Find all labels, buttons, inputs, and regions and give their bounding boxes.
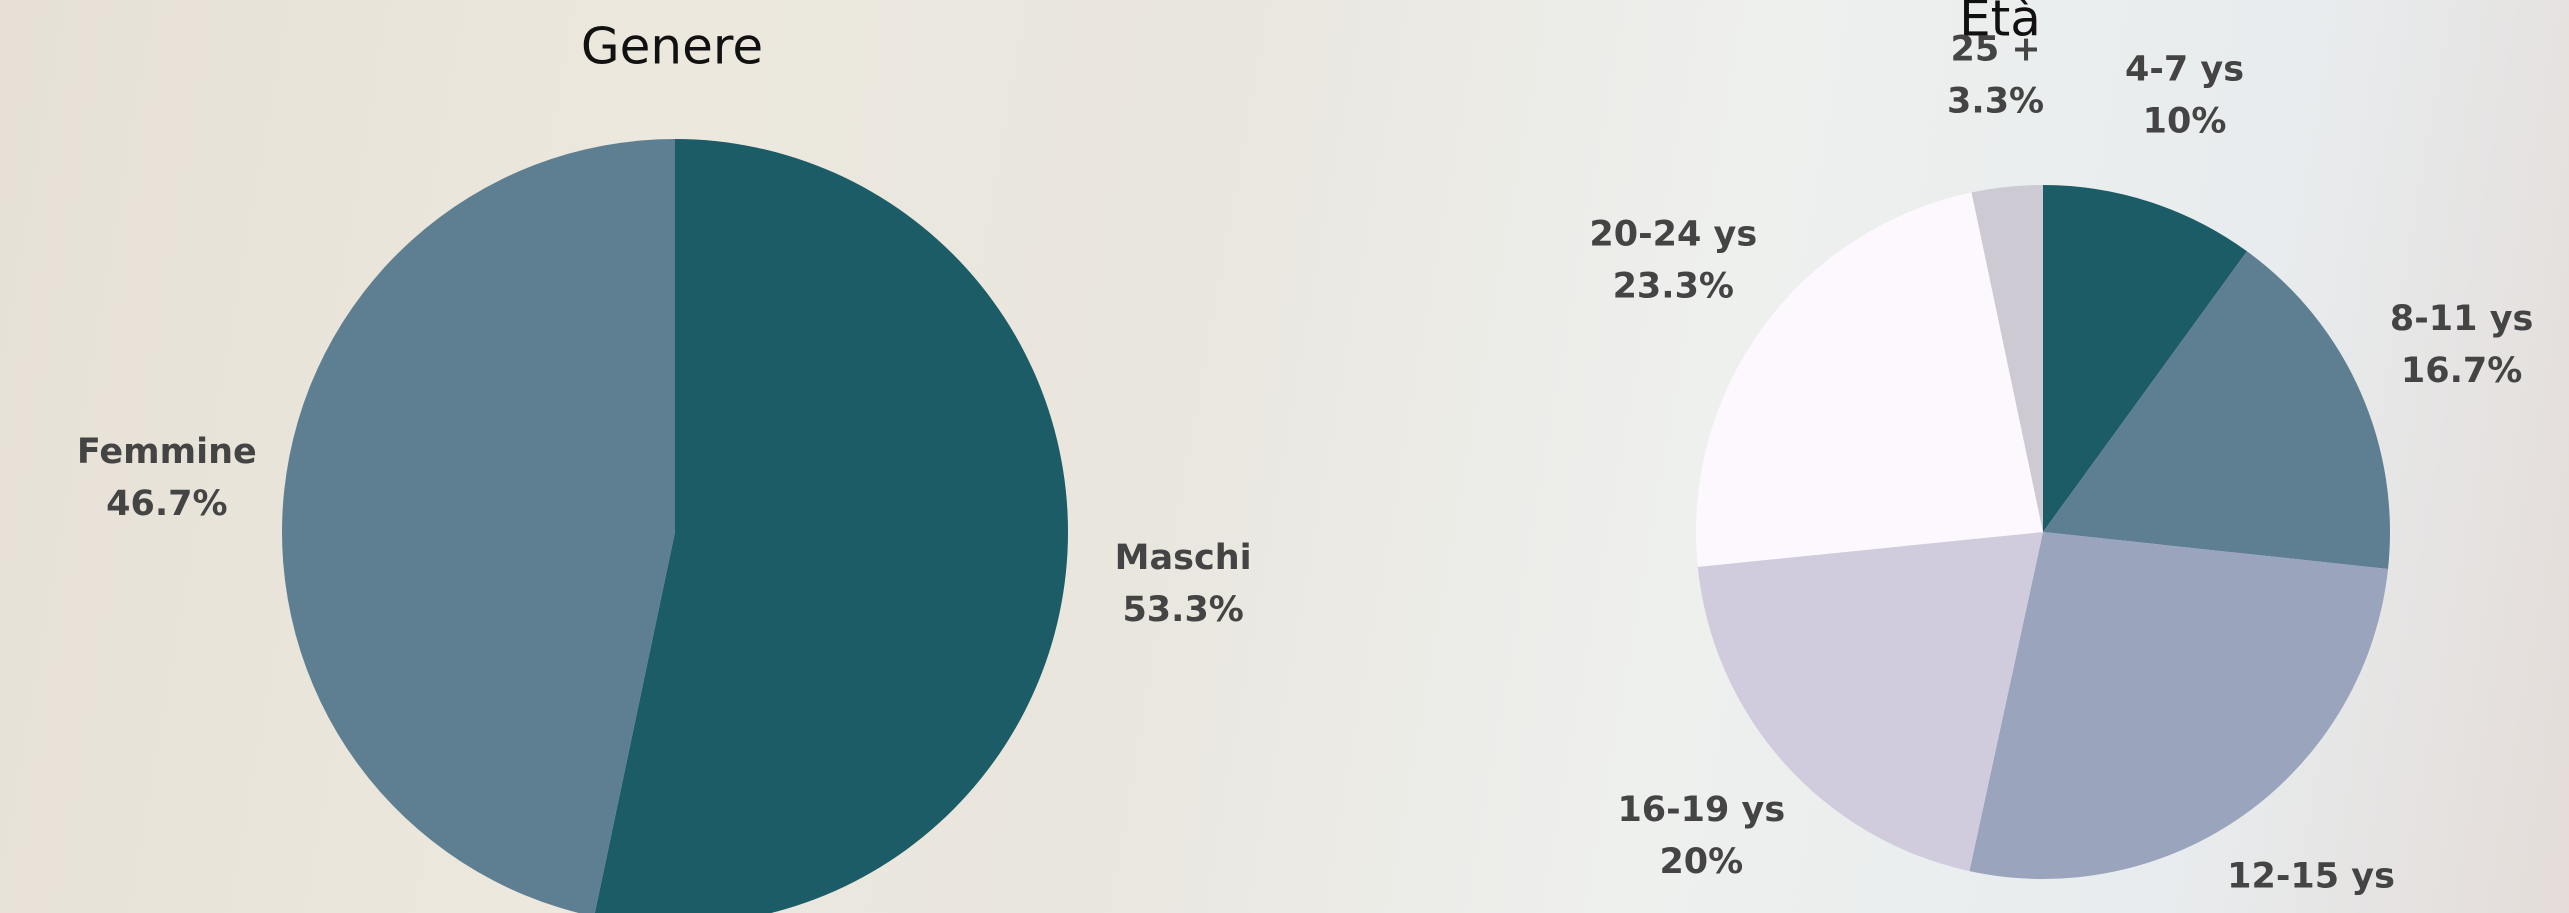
- slice-label: 8-11 ys: [2390, 299, 2533, 339]
- slice-value-label: 20%: [1659, 842, 1743, 882]
- slice-label: 12-15 ys: [2227, 856, 2395, 896]
- pie-slice: [2043, 251, 2390, 569]
- slice-label: 16-19 ys: [1617, 790, 1785, 830]
- slice-value-label: 53.3%: [1122, 590, 1243, 630]
- slice-label: 20-24 ys: [1589, 215, 1757, 255]
- pie-slice: [1697, 532, 2043, 872]
- slice-label: 25 +: [1950, 29, 2040, 69]
- pie-slice: [282, 139, 675, 913]
- pie-slice: [594, 139, 1068, 913]
- pie-slice: [1696, 192, 2043, 567]
- slice-label: Femmine: [77, 432, 257, 472]
- pie-slice: [1971, 185, 2043, 532]
- slice-value-label: 3.3%: [1947, 81, 2044, 121]
- chart-title: Genere: [581, 18, 763, 76]
- slice-value-label: 23.3%: [1613, 267, 1734, 307]
- slice-value-label: 26.7%: [2250, 908, 2371, 913]
- slice-value-label: 16.7%: [2401, 351, 2522, 391]
- slice-label: 4-7 ys: [2125, 49, 2244, 89]
- slice-value-label: 46.7%: [106, 484, 227, 524]
- slice-label: Maschi: [1115, 538, 1252, 578]
- chart-title: Età: [1959, 0, 2041, 48]
- slice-value-label: 10%: [2143, 101, 2227, 141]
- pie-slice: [1969, 532, 2389, 880]
- pie-slice: [2043, 185, 2247, 532]
